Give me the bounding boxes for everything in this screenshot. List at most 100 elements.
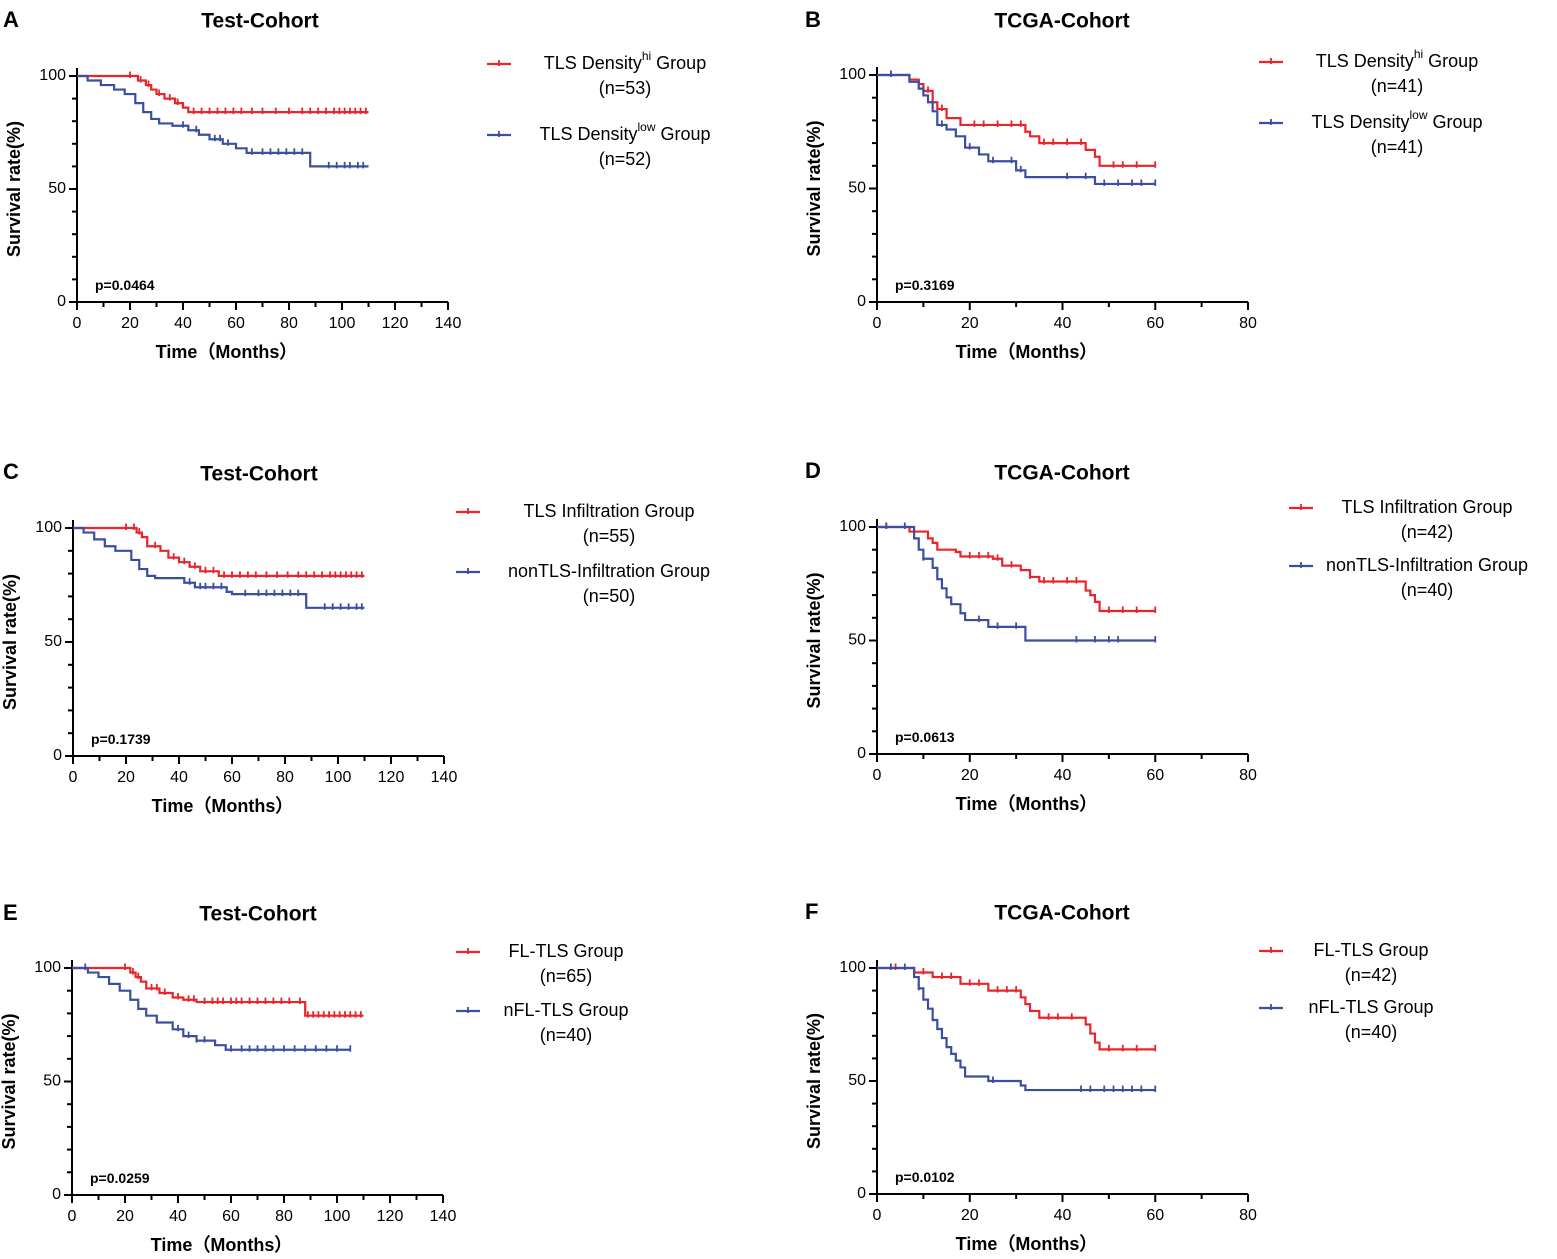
- x-tick-label: 20: [961, 767, 979, 784]
- survival-curve: [73, 526, 365, 609]
- y-axis-label: Survival rate(%): [804, 572, 824, 708]
- x-tick-label: 40: [174, 315, 192, 332]
- panel-letter: F: [805, 899, 818, 924]
- p-value: p=0.0613: [895, 729, 955, 745]
- chart-title: TCGA-Cohort: [994, 10, 1129, 33]
- panel-c: C Test-Cohort 0 20 40 60 80 100 120 140 0 50 100 Time…: [0, 459, 710, 816]
- x-tick-label: 100: [325, 769, 352, 786]
- y-tick-label: 50: [848, 632, 866, 649]
- legend-entry: TLS Densityhi Group (n=41): [1259, 47, 1478, 96]
- x-tick-label: 80: [275, 1208, 293, 1225]
- x-tick-label: 60: [1146, 767, 1164, 784]
- legend-label: nonTLS-Infiltration Group: [508, 561, 710, 581]
- legend-entry: TLS Densityhi Group (n=53): [487, 49, 706, 98]
- x-tick-label: 40: [1054, 1207, 1072, 1224]
- p-value: p=0.3169: [895, 277, 955, 293]
- y-tick-label: 0: [52, 1186, 61, 1203]
- survival-curve: [877, 73, 1156, 167]
- legend-label: TLS Infiltration Group: [523, 501, 694, 521]
- legend-entry: TLS Infiltration Group (n=55): [456, 501, 695, 546]
- x-tick-label: 80: [1239, 1207, 1257, 1224]
- x-tick-label: 0: [873, 767, 882, 784]
- chart-title: Test-Cohort: [199, 903, 316, 926]
- x-tick-label: 0: [73, 315, 82, 332]
- legend-label: TLS Densityhi Group: [544, 49, 706, 73]
- x-tick-label: 80: [280, 315, 298, 332]
- y-tick-label: 100: [839, 518, 866, 535]
- series-low: [77, 74, 369, 169]
- x-axis-label: Time（Months）: [156, 342, 298, 362]
- legend-n: (n=52): [599, 149, 652, 169]
- x-tick-label: 20: [961, 315, 979, 332]
- x-tick-label: 120: [378, 769, 405, 786]
- y-tick-label: 100: [35, 519, 62, 536]
- x-tick-label: 80: [1239, 767, 1257, 784]
- p-value: p=0.0464: [95, 277, 155, 293]
- survival-curve: [77, 74, 369, 114]
- survival-curve: [72, 966, 351, 1051]
- x-tick-label: 120: [382, 315, 409, 332]
- x-tick-label: 20: [121, 315, 139, 332]
- x-tick-label: 60: [1146, 315, 1164, 332]
- y-tick-label: 0: [857, 1185, 866, 1202]
- panel-b: B TCGA-Cohort 0 20 40 60 80 0 50 100 Time（Months） S…: [804, 7, 1483, 362]
- y-tick-label: 100: [34, 959, 61, 976]
- y-axis-label: Survival rate(%): [0, 1013, 19, 1149]
- legend-entry: nonTLS-Infiltration Group (n=40): [1289, 555, 1528, 600]
- x-axis-label: Time（Months）: [956, 342, 1098, 362]
- legend-n: (n=40): [1345, 1022, 1398, 1042]
- series-low: [877, 522, 1157, 643]
- x-tick-label: 0: [873, 1207, 882, 1224]
- x-tick-label: 80: [1239, 315, 1257, 332]
- x-tick-label: 120: [377, 1208, 404, 1225]
- y-tick-label: 0: [53, 747, 62, 764]
- x-tick-label: 140: [435, 315, 462, 332]
- p-value: p=0.1739: [91, 731, 151, 747]
- legend-entry: nFL-TLS Group (n=40): [456, 1000, 629, 1045]
- series-high: [877, 963, 1157, 1052]
- series-high: [72, 963, 364, 1018]
- y-tick-label: 0: [857, 293, 866, 310]
- p-value: p=0.0102: [895, 1169, 955, 1185]
- series-low: [877, 70, 1157, 186]
- y-tick-label: 50: [43, 1073, 61, 1090]
- chart-title: TCGA-Cohort: [994, 462, 1129, 485]
- x-tick-label: 40: [1054, 767, 1072, 784]
- y-axis-label: Survival rate(%): [804, 1013, 824, 1149]
- legend-label: TLS Infiltration Group: [1341, 497, 1512, 517]
- legend-label: FL-TLS Group: [1313, 940, 1428, 960]
- legend-n: (n=42): [1401, 522, 1454, 542]
- x-tick-label: 40: [169, 1208, 187, 1225]
- survival-curve: [877, 525, 1156, 613]
- series-high: [877, 522, 1157, 613]
- survival-curve: [877, 966, 1156, 1051]
- x-axis-label: Time（Months）: [151, 1235, 293, 1255]
- legend-n: (n=40): [1401, 580, 1454, 600]
- x-tick-label: 60: [227, 315, 245, 332]
- legend-n: (n=53): [599, 78, 652, 98]
- y-tick-label: 100: [839, 959, 866, 976]
- legend-entry: TLS Infiltration Group (n=42): [1289, 497, 1513, 542]
- legend-n: (n=65): [540, 966, 593, 986]
- survival-curve: [77, 74, 369, 168]
- legend-entry: TLS Densitylow Group (n=52): [487, 120, 711, 169]
- y-axis-label: Survival rate(%): [0, 574, 20, 710]
- x-tick-label: 20: [117, 769, 135, 786]
- y-tick-label: 50: [44, 633, 62, 650]
- survival-curve: [72, 966, 364, 1017]
- x-tick-label: 60: [1146, 1207, 1164, 1224]
- series-high: [73, 523, 365, 578]
- series-low: [72, 963, 352, 1052]
- panel-letter: D: [805, 458, 821, 483]
- panel-letter: E: [3, 900, 18, 925]
- legend-n: (n=41): [1371, 76, 1424, 96]
- legend-label: nFL-TLS Group: [1308, 997, 1433, 1017]
- panel-letter: B: [805, 7, 821, 32]
- panel-letter: A: [3, 7, 19, 32]
- y-axis-label: Survival rate(%): [4, 121, 24, 257]
- x-tick-label: 140: [430, 1208, 457, 1225]
- legend-entry: nFL-TLS Group (n=40): [1259, 997, 1434, 1042]
- y-tick-label: 50: [848, 180, 866, 197]
- legend-n: (n=41): [1371, 137, 1424, 157]
- chart-title: TCGA-Cohort: [994, 902, 1129, 925]
